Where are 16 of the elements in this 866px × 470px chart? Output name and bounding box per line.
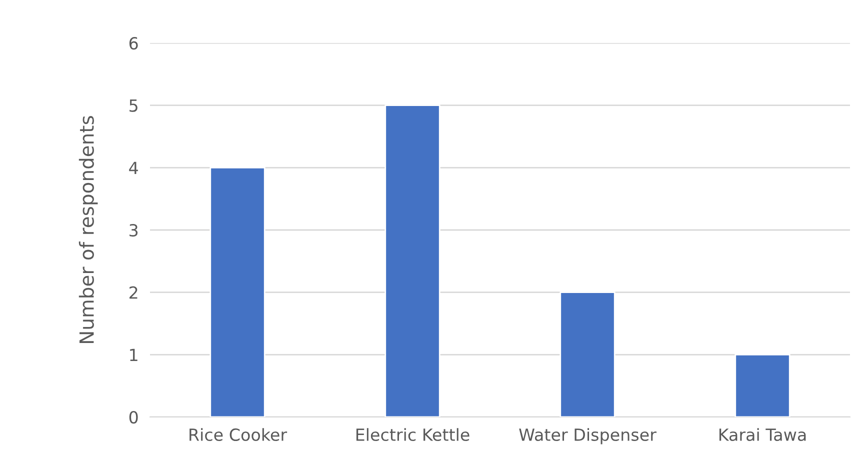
y-tick-label: 3 <box>130 224 138 237</box>
bar <box>384 104 440 417</box>
x-tick-label: Water Dispenser <box>519 428 656 444</box>
y-tick-label: 1 <box>130 348 138 361</box>
y-tick-label: 5 <box>130 100 138 112</box>
x-tick-label: Rice Cooker <box>190 428 288 442</box>
y-tick-label: 0 <box>129 410 138 424</box>
bar <box>210 166 266 417</box>
y-tick-label: 6 <box>129 36 138 50</box>
y-axis-title: Number of respondents <box>78 116 98 343</box>
x-tick-label: Karai Tawa <box>719 428 806 442</box>
x-tick-label: Electric Kettle <box>356 428 470 442</box>
y-tick-label: 4 <box>129 162 138 174</box>
bar <box>560 292 616 417</box>
bar <box>734 354 790 417</box>
y-tick-label: 2 <box>130 286 138 299</box>
